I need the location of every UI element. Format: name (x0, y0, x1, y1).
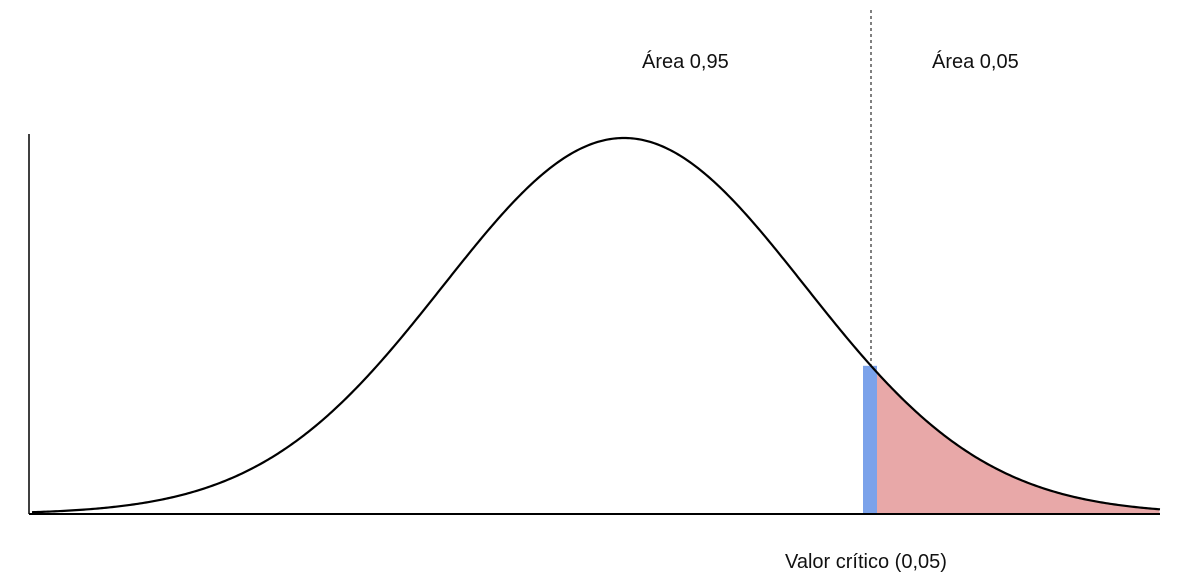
rejection-region-area (871, 365, 1160, 514)
normal-curve (31, 136, 1161, 514)
critical-value-band (863, 365, 877, 514)
area-main-label: Área 0,95 (642, 51, 729, 73)
area-tail-label: Área 0,05 (932, 51, 1019, 73)
critical-value-label: Valor crítico (0,05) (785, 551, 947, 573)
